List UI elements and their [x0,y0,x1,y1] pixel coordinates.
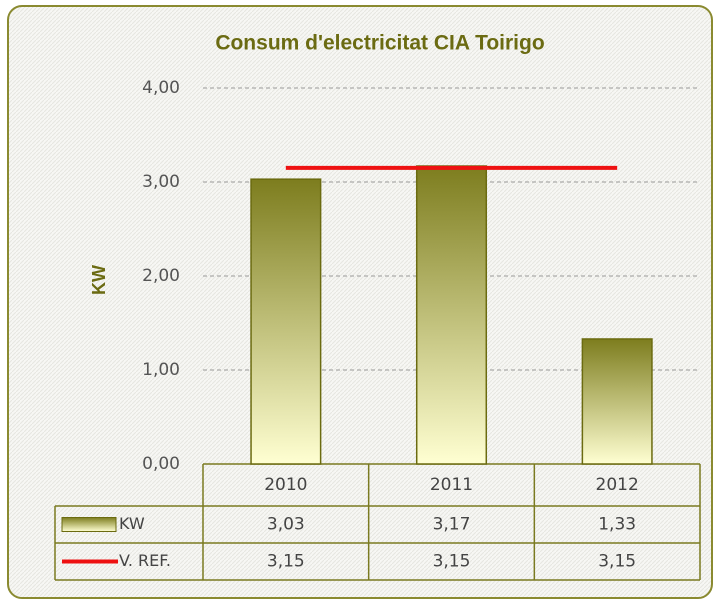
y-tick-label: 0,00 [142,454,180,474]
data-label: 1,33 [598,515,636,535]
data-label: 3,15 [267,552,305,572]
y-tick-label: 2,00 [142,266,180,286]
y-tick-label: 3,00 [142,172,180,192]
legend-label: KW [119,514,145,533]
data-label: 3,17 [433,515,471,535]
y-tick-label: 4,00 [142,78,180,98]
x-tick-label: 2011 [430,475,473,495]
x-tick-label: 2012 [596,475,639,495]
legend-label: V. REF. [119,551,171,570]
y-tick-label: 1,00 [142,360,180,380]
data-label: 3,15 [598,552,636,572]
x-tick-label: 2010 [264,475,307,495]
data-label: 3,15 [433,552,471,572]
bar [415,165,488,465]
bar [250,178,322,465]
chart-title: Consum d'electricitat CIA Toirigo [215,32,544,55]
chart-area [7,5,713,599]
legend-key [61,517,117,532]
data-label: 3,03 [267,515,305,535]
y-axis-label: KW [89,265,109,295]
bar [581,338,653,465]
